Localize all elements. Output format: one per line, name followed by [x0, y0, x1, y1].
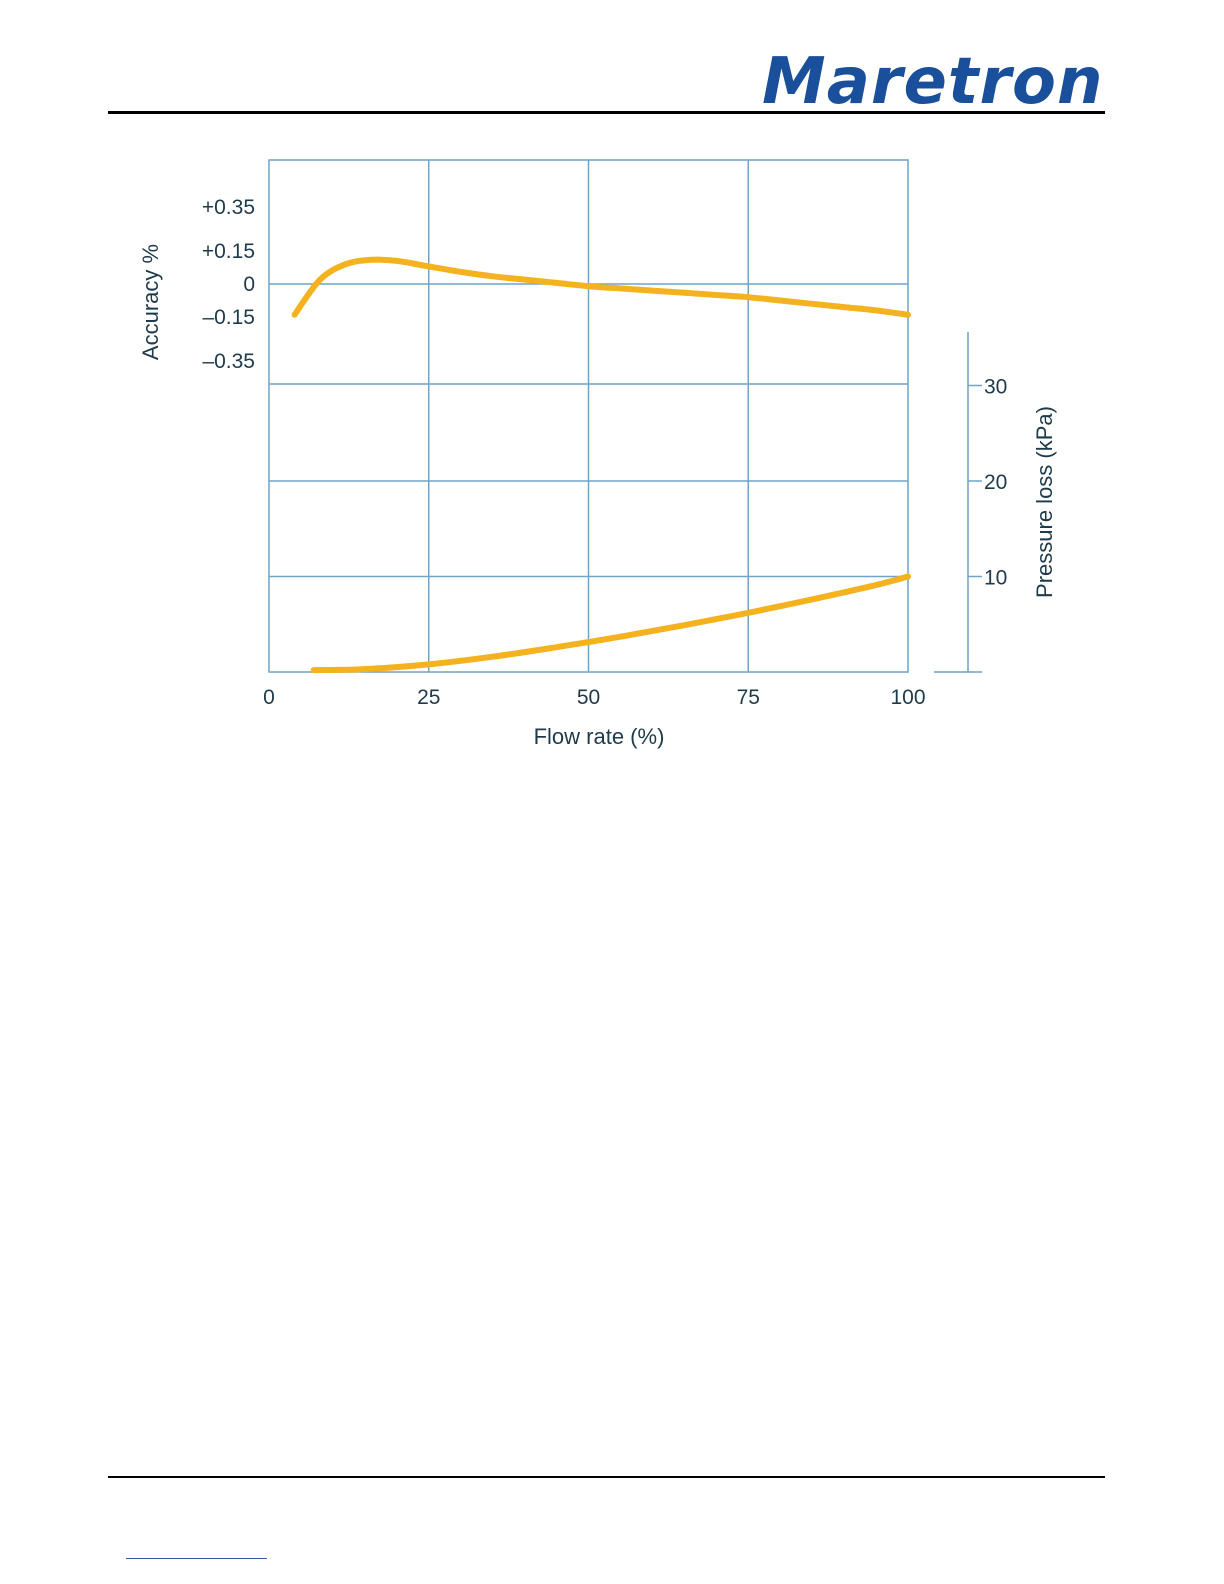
left-tick-label: –0.35	[202, 350, 255, 373]
footer-link-underline	[126, 1558, 267, 1559]
header-rule	[108, 111, 1105, 114]
x-tick-label: 75	[737, 686, 760, 709]
right-axis-label: Pressure loss (kPa)	[1032, 406, 1057, 598]
x-tick-label: 0	[263, 686, 275, 709]
maretron-logo: Maretron	[762, 45, 1104, 119]
x-tick-label: 25	[417, 686, 440, 709]
chart-series	[291, 256, 911, 674]
left-axis-label: Accuracy %	[138, 244, 163, 360]
right-tick-label: 30	[984, 376, 1007, 399]
pressure-loss-curve	[310, 573, 911, 674]
x-tick-label: 50	[577, 686, 600, 709]
right-tick-label: 10	[984, 567, 1007, 590]
x-axis-label: Flow rate (%)	[534, 724, 665, 749]
x-tick-label: 100	[890, 686, 925, 709]
accuracy-curve	[291, 256, 911, 318]
chart-ticks: 0 25 50 75 100 +0.35 +0.15 0 –0.15 –0.35 30 20 10	[202, 196, 1008, 709]
right-tick-label: 20	[984, 471, 1007, 494]
left-tick-label: +0.35	[202, 196, 255, 219]
left-tick-label: +0.15	[202, 240, 255, 263]
footer-rule	[108, 1476, 1105, 1478]
left-tick-label: –0.15	[202, 306, 255, 329]
left-tick-label: 0	[243, 273, 255, 296]
chart-grid	[268, 159, 982, 673]
